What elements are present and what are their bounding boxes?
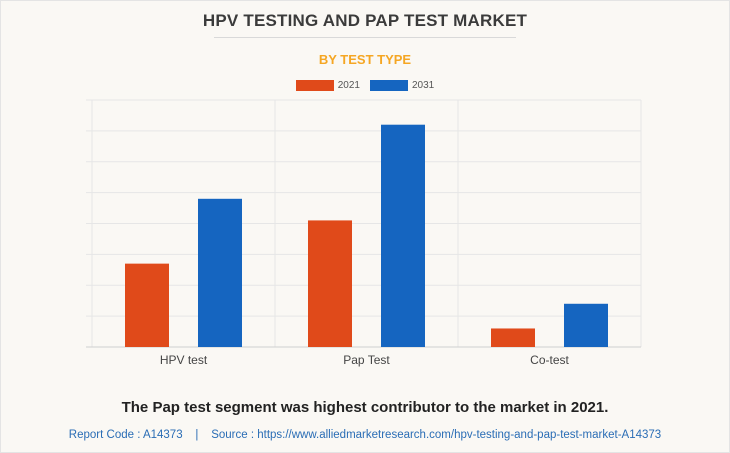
- report-code: Report Code : A14373: [68, 429, 183, 441]
- x-tick-label: Pap Test: [343, 353, 390, 367]
- report-footer: Report Code : A14373 | Source : https://…: [0, 429, 730, 441]
- bar-2021-hpv-test: [125, 263, 169, 347]
- chart-legend: 2021 2031: [0, 80, 730, 91]
- legend-label-2021: 2021: [337, 80, 360, 91]
- bar-2031-hpv-test: [198, 198, 242, 347]
- legend-swatch-2021: [295, 80, 334, 91]
- bar-2031-pap-test: [381, 124, 425, 347]
- footer-separator: |: [195, 429, 199, 441]
- x-tick-label: Co-test: [530, 353, 569, 367]
- legend-item-2021: 2021: [295, 80, 360, 91]
- x-tick-label: HPV test: [160, 353, 208, 367]
- legend-label-2031: 2031: [412, 80, 435, 91]
- chart-note: The Pap test segment was highest contrib…: [121, 399, 609, 416]
- bar-2031-co-test: [564, 303, 608, 347]
- source-link[interactable]: Source : https://www.alliedmarketresearc…: [211, 429, 662, 441]
- title-divider: [214, 37, 516, 38]
- bar-2021-co-test: [491, 328, 535, 347]
- bar-2021-pap-test: [308, 220, 352, 347]
- chart-subtitle: BY TEST TYPE: [318, 52, 412, 67]
- legend-item-2031: 2031: [370, 80, 434, 91]
- legend-swatch-2031: [370, 80, 408, 91]
- chart-title: HPV TESTING AND PAP TEST MARKET: [202, 11, 528, 30]
